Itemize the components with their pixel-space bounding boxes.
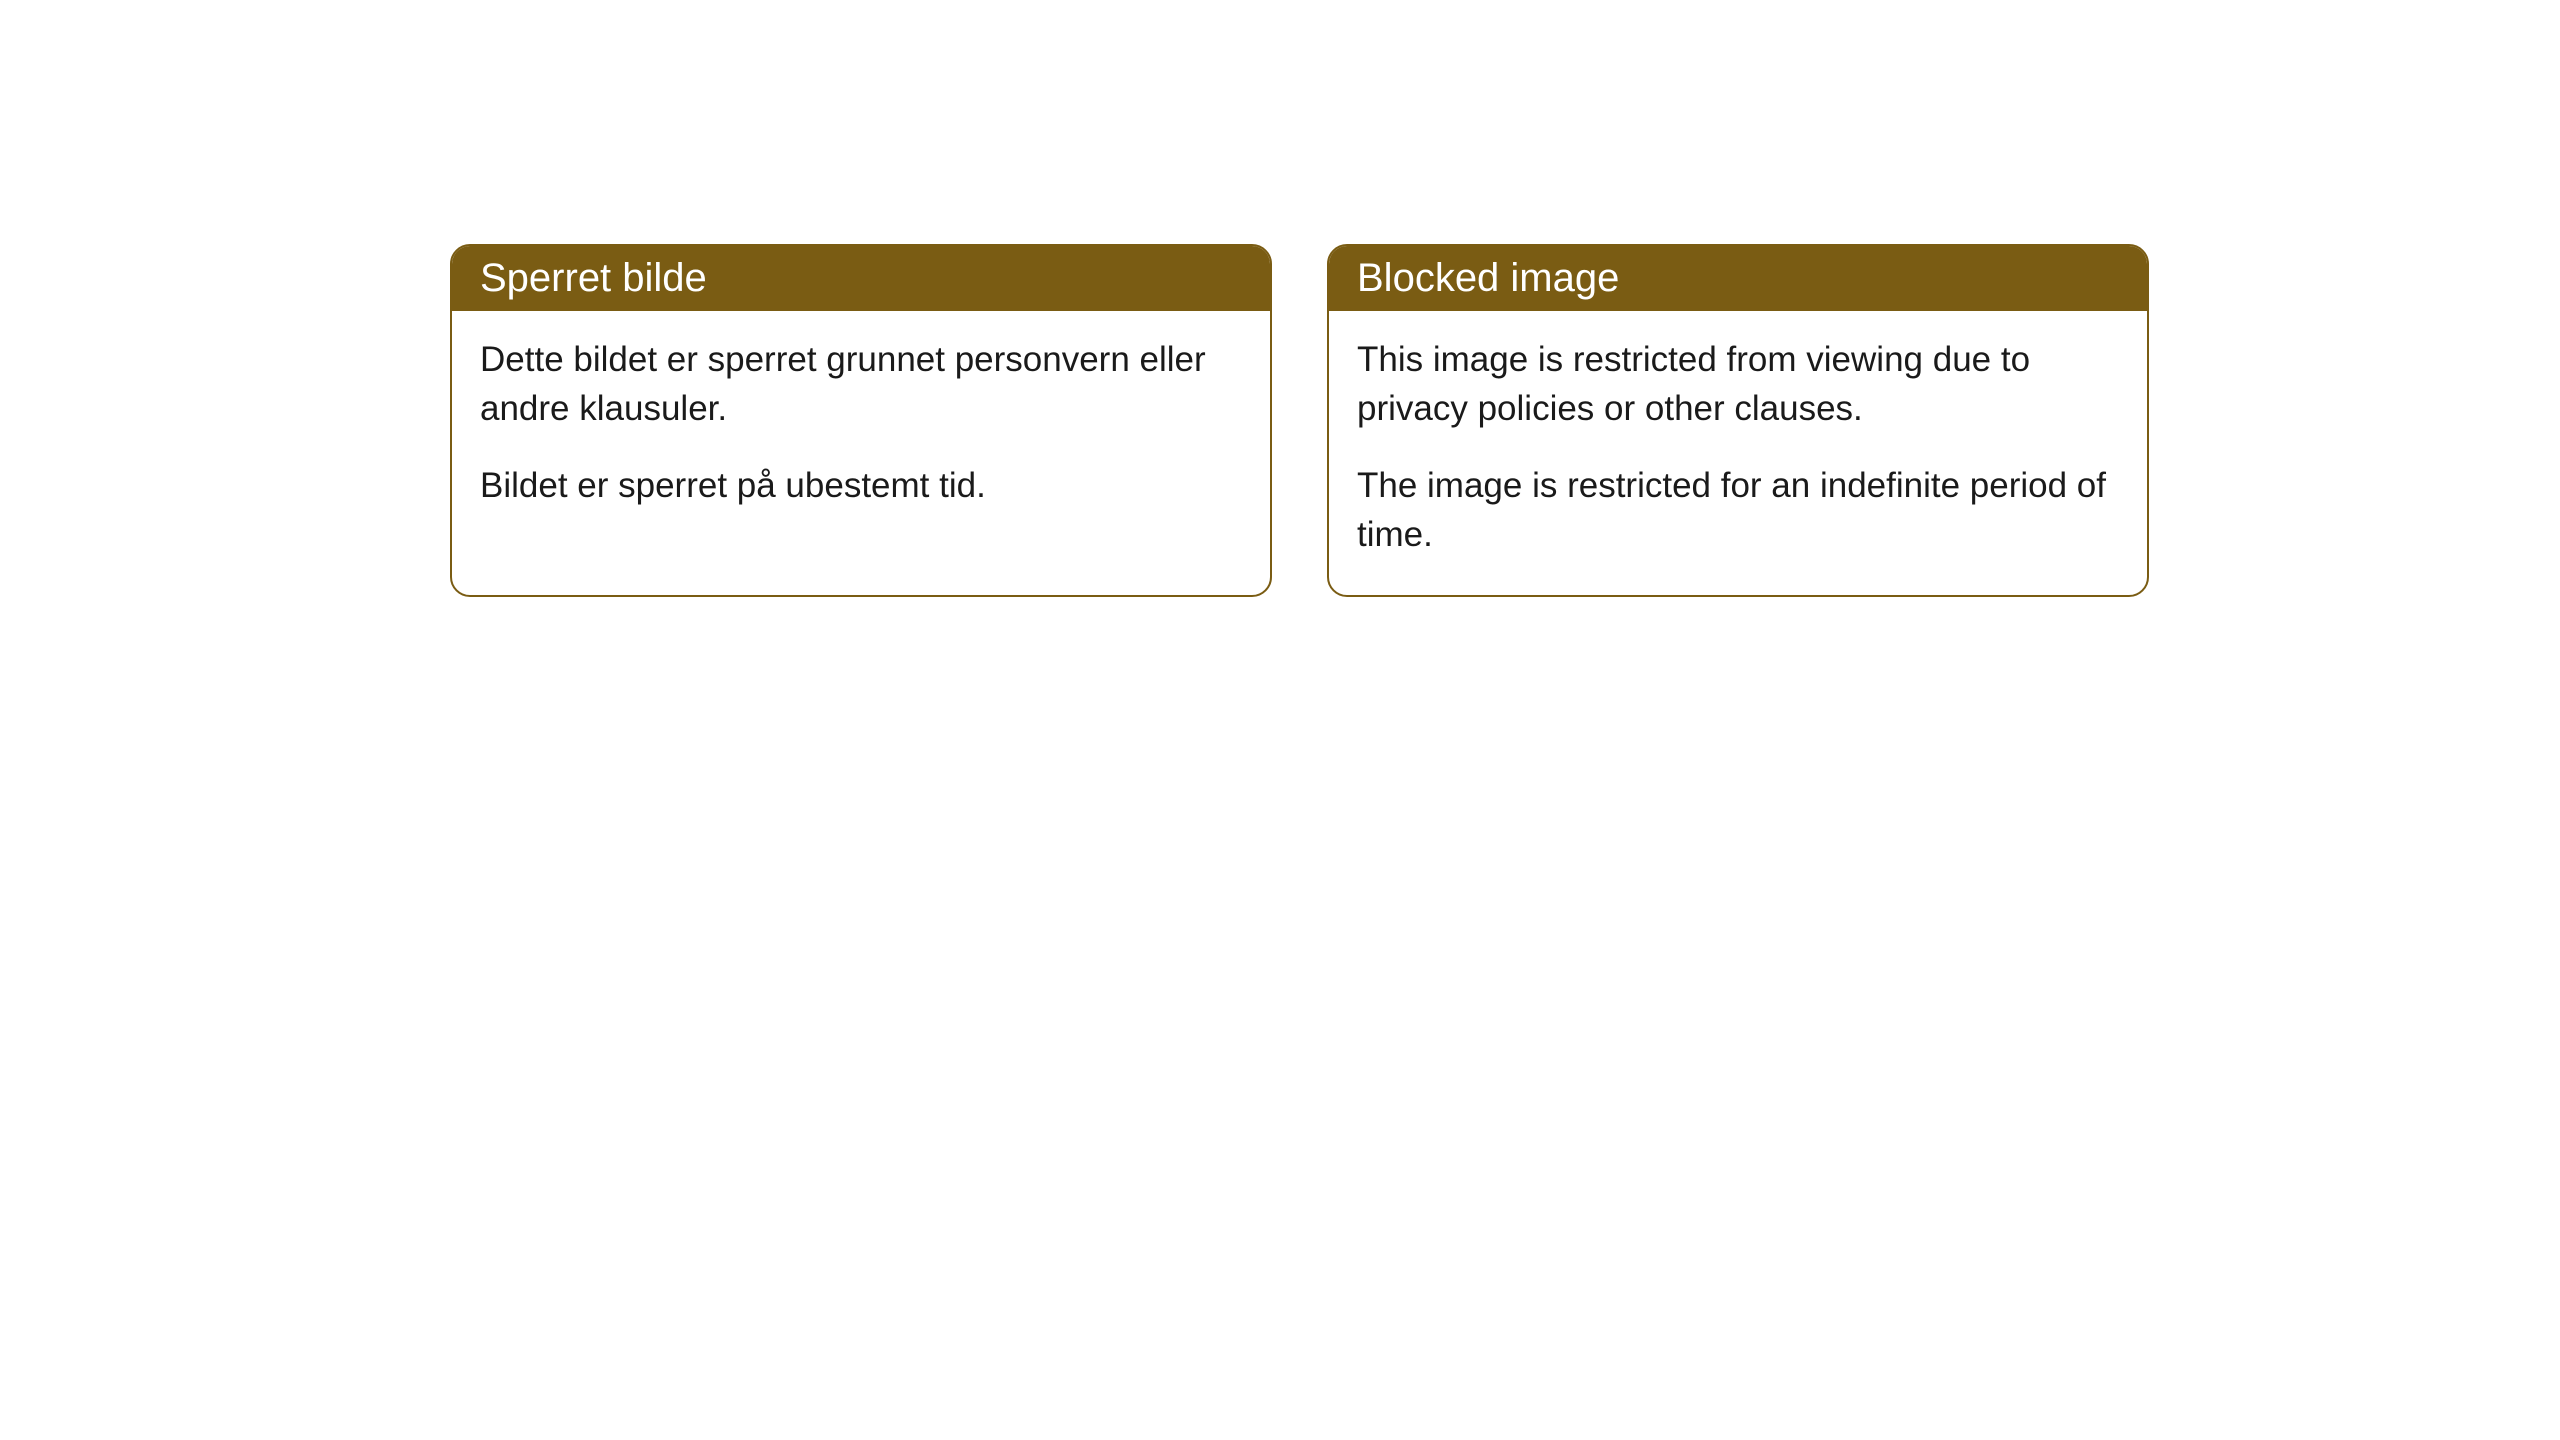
- notice-container: Sperret bilde Dette bildet er sperret gr…: [0, 0, 2560, 597]
- notice-paragraph-1-norwegian: Dette bildet er sperret grunnet personve…: [480, 335, 1242, 433]
- notice-header-english: Blocked image: [1329, 246, 2147, 311]
- notice-paragraph-2-english: The image is restricted for an indefinit…: [1357, 461, 2119, 559]
- notice-header-norwegian: Sperret bilde: [452, 246, 1270, 311]
- notice-card-norwegian: Sperret bilde Dette bildet er sperret gr…: [450, 244, 1272, 597]
- notice-title-norwegian: Sperret bilde: [480, 256, 707, 300]
- notice-card-english: Blocked image This image is restricted f…: [1327, 244, 2149, 597]
- notice-body-english: This image is restricted from viewing du…: [1329, 311, 2147, 595]
- notice-title-english: Blocked image: [1357, 256, 1619, 300]
- notice-paragraph-1-english: This image is restricted from viewing du…: [1357, 335, 2119, 433]
- notice-paragraph-2-norwegian: Bildet er sperret på ubestemt tid.: [480, 461, 1242, 510]
- notice-body-norwegian: Dette bildet er sperret grunnet personve…: [452, 311, 1270, 546]
